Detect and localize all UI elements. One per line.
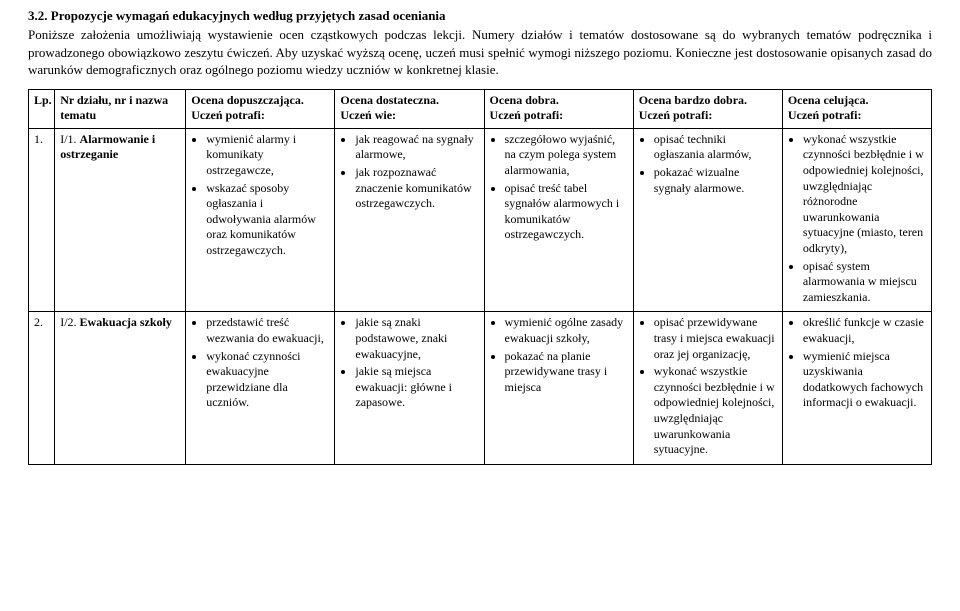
header-grade-3: Ocena dobra. Uczeń potrafi: xyxy=(484,89,633,128)
list-item: opisać techniki ogłaszania alarmów, xyxy=(654,132,777,163)
cell-grade-1: wymienić alarmy i komunikaty ostrzegawcz… xyxy=(186,128,335,312)
table-header: Lp. Nr działu, nr i nazwa tematu Ocena d… xyxy=(29,89,932,128)
cell-lp: 2. xyxy=(29,312,55,464)
header-topic-label: Nr działu, nr i nazwa tematu xyxy=(60,93,168,123)
header-grade-4-line2: Uczeń potrafi: xyxy=(639,108,713,122)
header-lp: Lp. xyxy=(29,89,55,128)
requirements-table: Lp. Nr działu, nr i nazwa tematu Ocena d… xyxy=(28,89,932,465)
list-item: wymienić miejsca uzyskiwania dodatkowych… xyxy=(803,349,926,411)
table-row: 1. I/1. Alarmowanie i ostrzeganie wymien… xyxy=(29,128,932,312)
header-grade-1-line1: Ocena dopuszczająca. xyxy=(191,93,304,107)
list-item: wykonać czynności ewakuacyjne przewidzia… xyxy=(206,349,329,411)
list-item: wymienić ogólne zasady ewakuacji szkoły, xyxy=(505,315,628,346)
list-item: wskazać sposoby ogłaszania i odwoływania… xyxy=(206,181,329,259)
intro-paragraph: Poniższe założenia umożliwiają wystawien… xyxy=(28,26,932,79)
cell-topic: I/2. Ewakuacja szkoły xyxy=(55,312,186,464)
list-item: wykonać wszystkie czynności bezbłędnie i… xyxy=(803,132,926,257)
header-grade-4: Ocena bardzo dobra. Uczeń potrafi: xyxy=(633,89,782,128)
header-grade-2: Ocena dostateczna. Uczeń wie: xyxy=(335,89,484,128)
cell-topic: I/1. Alarmowanie i ostrzeganie xyxy=(55,128,186,312)
table-body: 1. I/1. Alarmowanie i ostrzeganie wymien… xyxy=(29,128,932,464)
cell-grade-1: przedstawić treść wezwania do ewakuacji,… xyxy=(186,312,335,464)
cell-grade-3: szczegółowo wyjaśnić, na czym polega sys… xyxy=(484,128,633,312)
header-grade-1: Ocena dopuszczająca. Uczeń potrafi: xyxy=(186,89,335,128)
list-item: opisać przewidywane trasy i miejsca ewak… xyxy=(654,315,777,362)
list-item: opisać treść tabel sygnałów alarmowych i… xyxy=(505,181,628,243)
list-item: pokazać wizualne sygnały alarmowe. xyxy=(654,165,777,196)
cell-grade-3: wymienić ogólne zasady ewakuacji szkoły,… xyxy=(484,312,633,464)
list-item: jakie są miejsca ewakuacji: główne i zap… xyxy=(355,364,478,411)
section-heading: 3.2. Propozycje wymagań edukacyjnych wed… xyxy=(28,8,932,24)
topic-code: I/1. xyxy=(60,132,76,146)
header-grade-4-line1: Ocena bardzo dobra. xyxy=(639,93,747,107)
header-topic: Nr działu, nr i nazwa tematu xyxy=(55,89,186,128)
header-grade-2-line1: Ocena dostateczna. xyxy=(340,93,439,107)
list-item: opisać system alarmowania w miejscu zami… xyxy=(803,259,926,306)
list-item: pokazać na planie przewidywane trasy i m… xyxy=(505,349,628,396)
list-item: jak reagować na sygnały alarmowe, xyxy=(355,132,478,163)
cell-grade-5: wykonać wszystkie czynności bezbłędnie i… xyxy=(782,128,931,312)
cell-grade-2: jak reagować na sygnały alarmowe, jak ro… xyxy=(335,128,484,312)
list-item: określić funkcje w czasie ewakuacji, xyxy=(803,315,926,346)
list-item: przedstawić treść wezwania do ewakuacji, xyxy=(206,315,329,346)
cell-grade-4: opisać przewidywane trasy i miejsca ewak… xyxy=(633,312,782,464)
header-lp-label: Lp. xyxy=(34,93,52,107)
list-item: jakie są znaki podstawowe, znaki ewakuac… xyxy=(355,315,478,362)
header-grade-3-line2: Uczeń potrafi: xyxy=(490,108,564,122)
cell-lp: 1. xyxy=(29,128,55,312)
table-row: 2. I/2. Ewakuacja szkoły przedstawić tre… xyxy=(29,312,932,464)
list-item: wymienić alarmy i komunikaty ostrzegawcz… xyxy=(206,132,329,179)
list-item: szczegółowo wyjaśnić, na czym polega sys… xyxy=(505,132,628,179)
topic-code: I/2. xyxy=(60,315,76,329)
header-grade-5-line1: Ocena celująca. xyxy=(788,93,869,107)
cell-grade-2: jakie są znaki podstawowe, znaki ewakuac… xyxy=(335,312,484,464)
header-grade-5-line2: Uczeń potrafi: xyxy=(788,108,862,122)
cell-grade-4: opisać techniki ogłaszania alarmów, poka… xyxy=(633,128,782,312)
cell-grade-5: określić funkcje w czasie ewakuacji, wym… xyxy=(782,312,931,464)
header-grade-1-line2: Uczeń potrafi: xyxy=(191,108,265,122)
header-grade-2-line2: Uczeń wie: xyxy=(340,108,396,122)
header-grade-5: Ocena celująca. Uczeń potrafi: xyxy=(782,89,931,128)
document-page: 3.2. Propozycje wymagań edukacyjnych wed… xyxy=(0,0,960,481)
list-item: wykonać wszystkie czynności bezbłędnie i… xyxy=(654,364,777,458)
header-grade-3-line1: Ocena dobra. xyxy=(490,93,559,107)
topic-name: Ewakuacja szkoły xyxy=(80,315,172,329)
list-item: jak rozpoznawać znaczenie komunikatów os… xyxy=(355,165,478,212)
